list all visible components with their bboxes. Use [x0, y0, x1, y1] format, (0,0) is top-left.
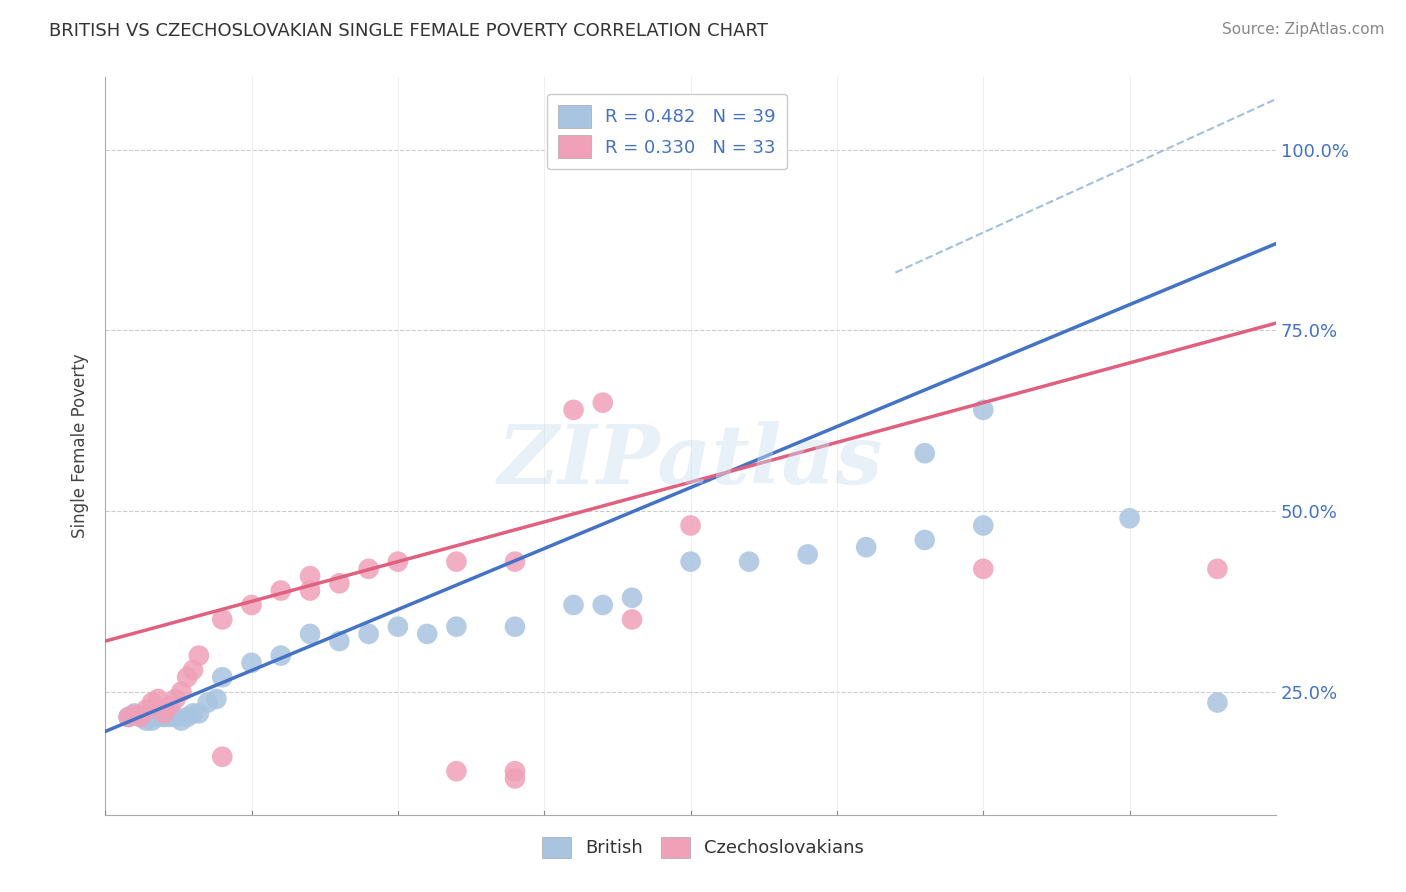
- Point: [211, 612, 233, 626]
- Point: [503, 555, 526, 569]
- Point: [679, 518, 702, 533]
- Point: [124, 707, 146, 722]
- Point: [211, 670, 233, 684]
- Point: [738, 555, 761, 569]
- Text: ZIPatlas: ZIPatlas: [498, 421, 883, 500]
- Point: [159, 699, 181, 714]
- Point: [562, 402, 585, 417]
- Point: [679, 555, 702, 569]
- Point: [503, 620, 526, 634]
- Point: [972, 402, 994, 417]
- Point: [299, 583, 322, 598]
- Point: [146, 710, 169, 724]
- Text: Source: ZipAtlas.com: Source: ZipAtlas.com: [1222, 22, 1385, 37]
- Point: [181, 706, 204, 721]
- Point: [270, 648, 292, 663]
- Point: [328, 634, 350, 648]
- Point: [357, 562, 380, 576]
- Point: [176, 710, 198, 724]
- Point: [129, 710, 152, 724]
- Legend: R = 0.482   N = 39, R = 0.330   N = 33: R = 0.482 N = 39, R = 0.330 N = 33: [547, 94, 786, 169]
- Point: [176, 670, 198, 684]
- Point: [211, 749, 233, 764]
- Point: [387, 555, 409, 569]
- Point: [187, 706, 209, 721]
- Point: [205, 692, 228, 706]
- Point: [855, 540, 877, 554]
- Point: [138, 710, 160, 724]
- Point: [124, 706, 146, 721]
- Point: [914, 533, 936, 547]
- Point: [165, 710, 187, 724]
- Point: [152, 706, 174, 721]
- Point: [117, 710, 139, 724]
- Point: [187, 648, 209, 663]
- Point: [592, 395, 614, 409]
- Point: [240, 656, 263, 670]
- Point: [165, 692, 187, 706]
- Text: BRITISH VS CZECHOSLOVAKIAN SINGLE FEMALE POVERTY CORRELATION CHART: BRITISH VS CZECHOSLOVAKIAN SINGLE FEMALE…: [49, 22, 768, 40]
- Point: [181, 663, 204, 677]
- Point: [299, 569, 322, 583]
- Point: [197, 696, 219, 710]
- Point: [972, 562, 994, 576]
- Point: [357, 627, 380, 641]
- Point: [152, 710, 174, 724]
- Y-axis label: Single Female Poverty: Single Female Poverty: [72, 354, 89, 538]
- Point: [1206, 562, 1229, 576]
- Point: [129, 710, 152, 724]
- Point: [170, 714, 193, 728]
- Point: [416, 627, 439, 641]
- Point: [141, 696, 163, 710]
- Point: [141, 714, 163, 728]
- Point: [503, 772, 526, 786]
- Point: [503, 764, 526, 779]
- Point: [270, 583, 292, 598]
- Point: [170, 684, 193, 698]
- Point: [1206, 696, 1229, 710]
- Point: [562, 598, 585, 612]
- Point: [446, 555, 468, 569]
- Point: [299, 627, 322, 641]
- Point: [914, 446, 936, 460]
- Point: [972, 518, 994, 533]
- Point: [446, 764, 468, 779]
- Point: [621, 591, 644, 605]
- Point: [240, 598, 263, 612]
- Point: [135, 714, 157, 728]
- Point: [796, 548, 818, 562]
- Point: [146, 692, 169, 706]
- Legend: British, Czechoslovakians: British, Czechoslovakians: [534, 830, 872, 865]
- Point: [621, 612, 644, 626]
- Point: [117, 710, 139, 724]
- Point: [1118, 511, 1140, 525]
- Point: [159, 710, 181, 724]
- Point: [387, 620, 409, 634]
- Point: [592, 598, 614, 612]
- Point: [135, 703, 157, 717]
- Point: [446, 620, 468, 634]
- Point: [328, 576, 350, 591]
